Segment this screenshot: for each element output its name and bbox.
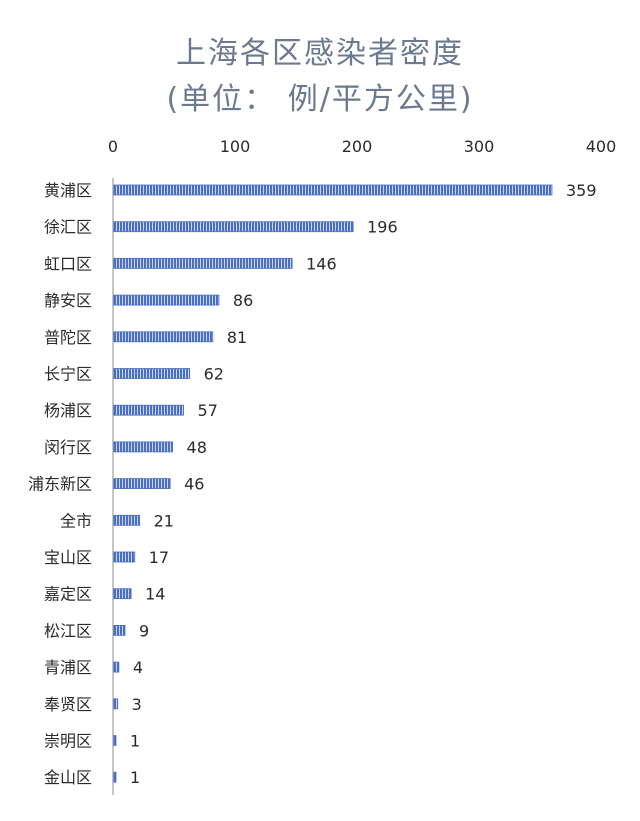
data-label: 21 [154, 511, 174, 530]
category-label: 普陀区 [44, 328, 92, 347]
bar [113, 257, 293, 269]
category-label: 浦东新区 [28, 475, 92, 494]
bar [113, 294, 220, 306]
bar [113, 771, 117, 783]
bar [113, 221, 354, 233]
bar [113, 735, 117, 746]
data-label: 196 [367, 218, 398, 237]
bar [113, 404, 184, 416]
x-tick-label: 100 [220, 137, 251, 156]
bar [113, 551, 136, 563]
x-tick-label: 0 [108, 137, 118, 156]
bar [113, 441, 173, 453]
data-label: 3 [132, 695, 142, 714]
bar [113, 698, 119, 710]
data-label: 9 [139, 621, 149, 640]
bar [113, 368, 191, 379]
x-tick-label: 400 [586, 137, 617, 156]
bar [113, 588, 132, 600]
data-label: 1 [130, 768, 140, 787]
category-label: 青浦区 [44, 658, 92, 677]
data-label: 146 [306, 254, 337, 273]
data-label: 57 [198, 401, 218, 420]
category-label: 嘉定区 [44, 585, 92, 604]
data-label: 4 [133, 658, 143, 677]
category-label: 闵行区 [44, 438, 92, 457]
bar [113, 478, 171, 490]
category-label: 虹口区 [44, 254, 92, 273]
data-label: 1 [130, 732, 140, 751]
bar [113, 184, 553, 196]
data-label: 86 [233, 291, 253, 310]
bar [113, 514, 141, 526]
x-tick-label: 200 [342, 137, 373, 156]
chart-subtitle: (单位： 例/平方公里) [166, 82, 474, 117]
category-label: 长宁区 [44, 365, 92, 384]
category-label: 黄浦区 [44, 181, 92, 200]
data-label: 14 [145, 585, 165, 604]
category-label: 崇明区 [44, 732, 92, 751]
data-label: 46 [184, 475, 204, 494]
category-label: 静安区 [44, 291, 92, 310]
category-label: 宝山区 [44, 548, 92, 567]
category-label: 全市 [60, 511, 92, 530]
chart-title: 上海各区感染者密度 [176, 36, 464, 71]
data-label: 62 [204, 365, 224, 384]
category-label: 徐汇区 [44, 218, 92, 237]
category-label: 奉贤区 [44, 695, 92, 714]
data-label: 359 [566, 181, 597, 200]
category-label: 金山区 [44, 768, 92, 787]
category-label: 松江区 [44, 621, 92, 640]
x-tick-label: 300 [464, 137, 495, 156]
data-label: 17 [149, 548, 169, 567]
bar [113, 625, 126, 636]
bar [113, 661, 120, 673]
data-label: 81 [227, 328, 247, 347]
data-label: 48 [187, 438, 207, 457]
category-label: 杨浦区 [44, 401, 92, 420]
bar [113, 331, 214, 343]
